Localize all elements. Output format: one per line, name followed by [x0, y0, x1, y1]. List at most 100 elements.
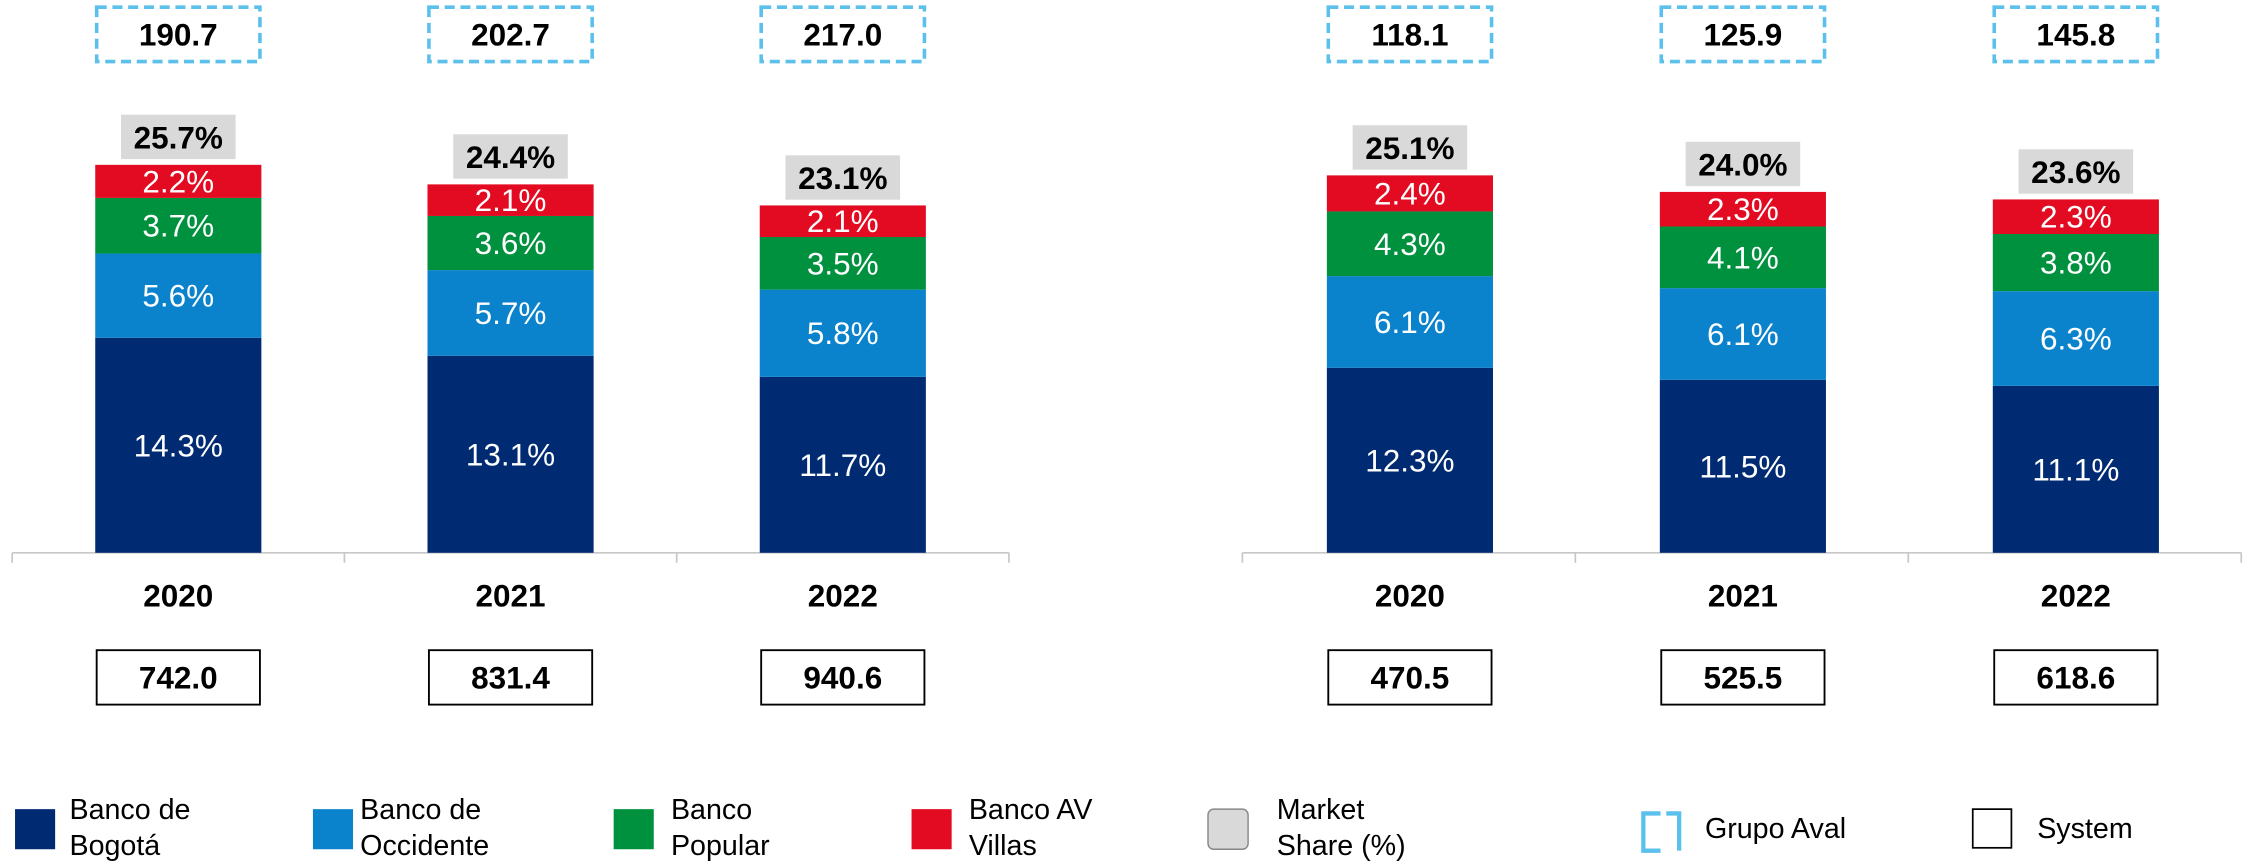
segment-label: 3.6%	[475, 225, 547, 261]
bar-segment	[1326, 276, 1493, 368]
bar-segment	[1326, 211, 1493, 277]
market-share-label: 25.1%	[1365, 130, 1454, 166]
legend-swatch	[312, 809, 354, 850]
market-share-box	[2018, 149, 2134, 194]
segment-label: 2.3%	[1707, 191, 1779, 227]
market-share-box	[1685, 141, 1801, 187]
group-total-label: 202.7	[471, 16, 550, 52]
group-total-box	[1659, 5, 1827, 64]
legend-label: Banco Popular	[670, 794, 770, 863]
market-share-box	[121, 114, 236, 160]
bar-segment	[95, 253, 262, 338]
market-share-label: 24.4%	[466, 139, 555, 175]
group-total-box	[427, 5, 594, 64]
segment-label: 3.8%	[2040, 245, 2112, 281]
system-total-box	[95, 649, 261, 706]
market-share-box	[1352, 125, 1468, 170]
bar-segment	[427, 215, 594, 271]
legend-swatch	[613, 809, 654, 850]
segment-label: 4.1%	[1707, 239, 1779, 275]
system-total-label: 940.6	[803, 659, 882, 695]
market-share-label: 24.0%	[1698, 147, 1787, 183]
bar-segment	[759, 205, 926, 238]
group-total-label: 125.9	[1703, 16, 1782, 52]
group-total-label: 190.7	[139, 16, 218, 52]
legend-icon	[1641, 811, 1682, 853]
segment-label: 14.3%	[134, 427, 223, 463]
legend-label: System	[2037, 812, 2133, 845]
segment-label: 13.1%	[466, 436, 555, 472]
system-total-box	[1327, 649, 1493, 706]
x-tick-label: 2022	[808, 578, 878, 614]
bar-segment	[427, 270, 594, 356]
system-total-box	[760, 649, 926, 706]
x-tick-label: 2020	[143, 578, 213, 614]
bar-segment	[1992, 199, 2159, 235]
legend-label-box: Banco de Bogotá	[69, 794, 191, 863]
group-total-box	[759, 5, 927, 64]
group-total-label: 118.1	[1371, 16, 1448, 52]
legend-swatch	[15, 809, 56, 850]
segment-label: 2.2%	[142, 163, 214, 199]
legend-swatch	[1207, 808, 1249, 850]
system-total-label: 525.5	[1703, 659, 1782, 695]
market-share-box	[453, 134, 568, 179]
segment-label: 6.3%	[2040, 321, 2112, 357]
segment-label: 2.3%	[2040, 199, 2112, 235]
legend-label-box: System	[2037, 812, 2133, 845]
market-share-label: 25.7%	[134, 120, 223, 156]
bar-segment	[95, 164, 262, 198]
segment-label: 5.8%	[807, 315, 879, 351]
segment-label: 2.1%	[807, 203, 879, 239]
legend-label-box: Grupo Aval	[1705, 813, 1846, 845]
legend-label-box: Banco de Occidente	[360, 794, 490, 863]
market-share-box	[785, 155, 901, 200]
x-tick-label: 2021	[476, 578, 546, 614]
legend-swatch	[1971, 808, 2013, 849]
system-total-box	[427, 649, 594, 706]
system-total-label: 831.4	[471, 659, 550, 695]
bar-segment	[427, 355, 594, 553]
system-total-box	[1993, 649, 2159, 706]
legend-label: Banco AV Villas	[968, 794, 1093, 863]
group-total-label: 217.0	[803, 16, 882, 52]
bar-segment	[1326, 175, 1493, 212]
system-total-box	[1660, 649, 1826, 706]
bar-segment	[1992, 385, 2159, 553]
segment-label: 2.4%	[1374, 175, 1446, 211]
bar-segment	[1659, 191, 1826, 227]
legend-label-box: Banco Popular	[670, 794, 770, 863]
system-total-label: 742.0	[139, 659, 218, 695]
bar-segment	[1659, 379, 1826, 553]
segment-label: 6.1%	[1707, 316, 1779, 352]
market-share-label: 23.1%	[798, 160, 887, 196]
bar-segment	[759, 237, 926, 290]
market-share-label: 23.6%	[2031, 154, 2120, 190]
segment-label: 5.6%	[142, 278, 214, 314]
bar-segment	[95, 337, 262, 553]
legend-label: Banco de Bogotá	[69, 794, 191, 863]
segment-label: 11.7%	[799, 447, 886, 483]
x-tick-label: 2022	[2041, 578, 2111, 614]
bar-segment	[1992, 234, 2159, 292]
system-total-label: 618.6	[2036, 659, 2115, 695]
group-total-label: 145.8	[2036, 16, 2115, 52]
bar-segment	[1659, 226, 1826, 289]
bar-segment	[1326, 367, 1493, 553]
segment-label: 3.7%	[142, 208, 214, 244]
bar-segment	[95, 197, 262, 254]
legend-label: Market Share (%)	[1276, 794, 1406, 863]
legend-label: Banco de Occidente	[360, 794, 490, 863]
segment-label: 11.1%	[2032, 451, 2119, 487]
bar-segment	[427, 184, 594, 216]
segment-label: 12.3%	[1365, 442, 1454, 478]
system-total-label: 470.5	[1371, 659, 1450, 695]
segment-label: 4.3%	[1374, 226, 1446, 262]
segment-label: 2.1%	[475, 182, 547, 218]
bar-segment	[759, 289, 926, 377]
segment-label: 5.7%	[475, 295, 547, 331]
legend-label-box: Market Share (%)	[1276, 794, 1406, 863]
bar-segment	[759, 376, 926, 553]
